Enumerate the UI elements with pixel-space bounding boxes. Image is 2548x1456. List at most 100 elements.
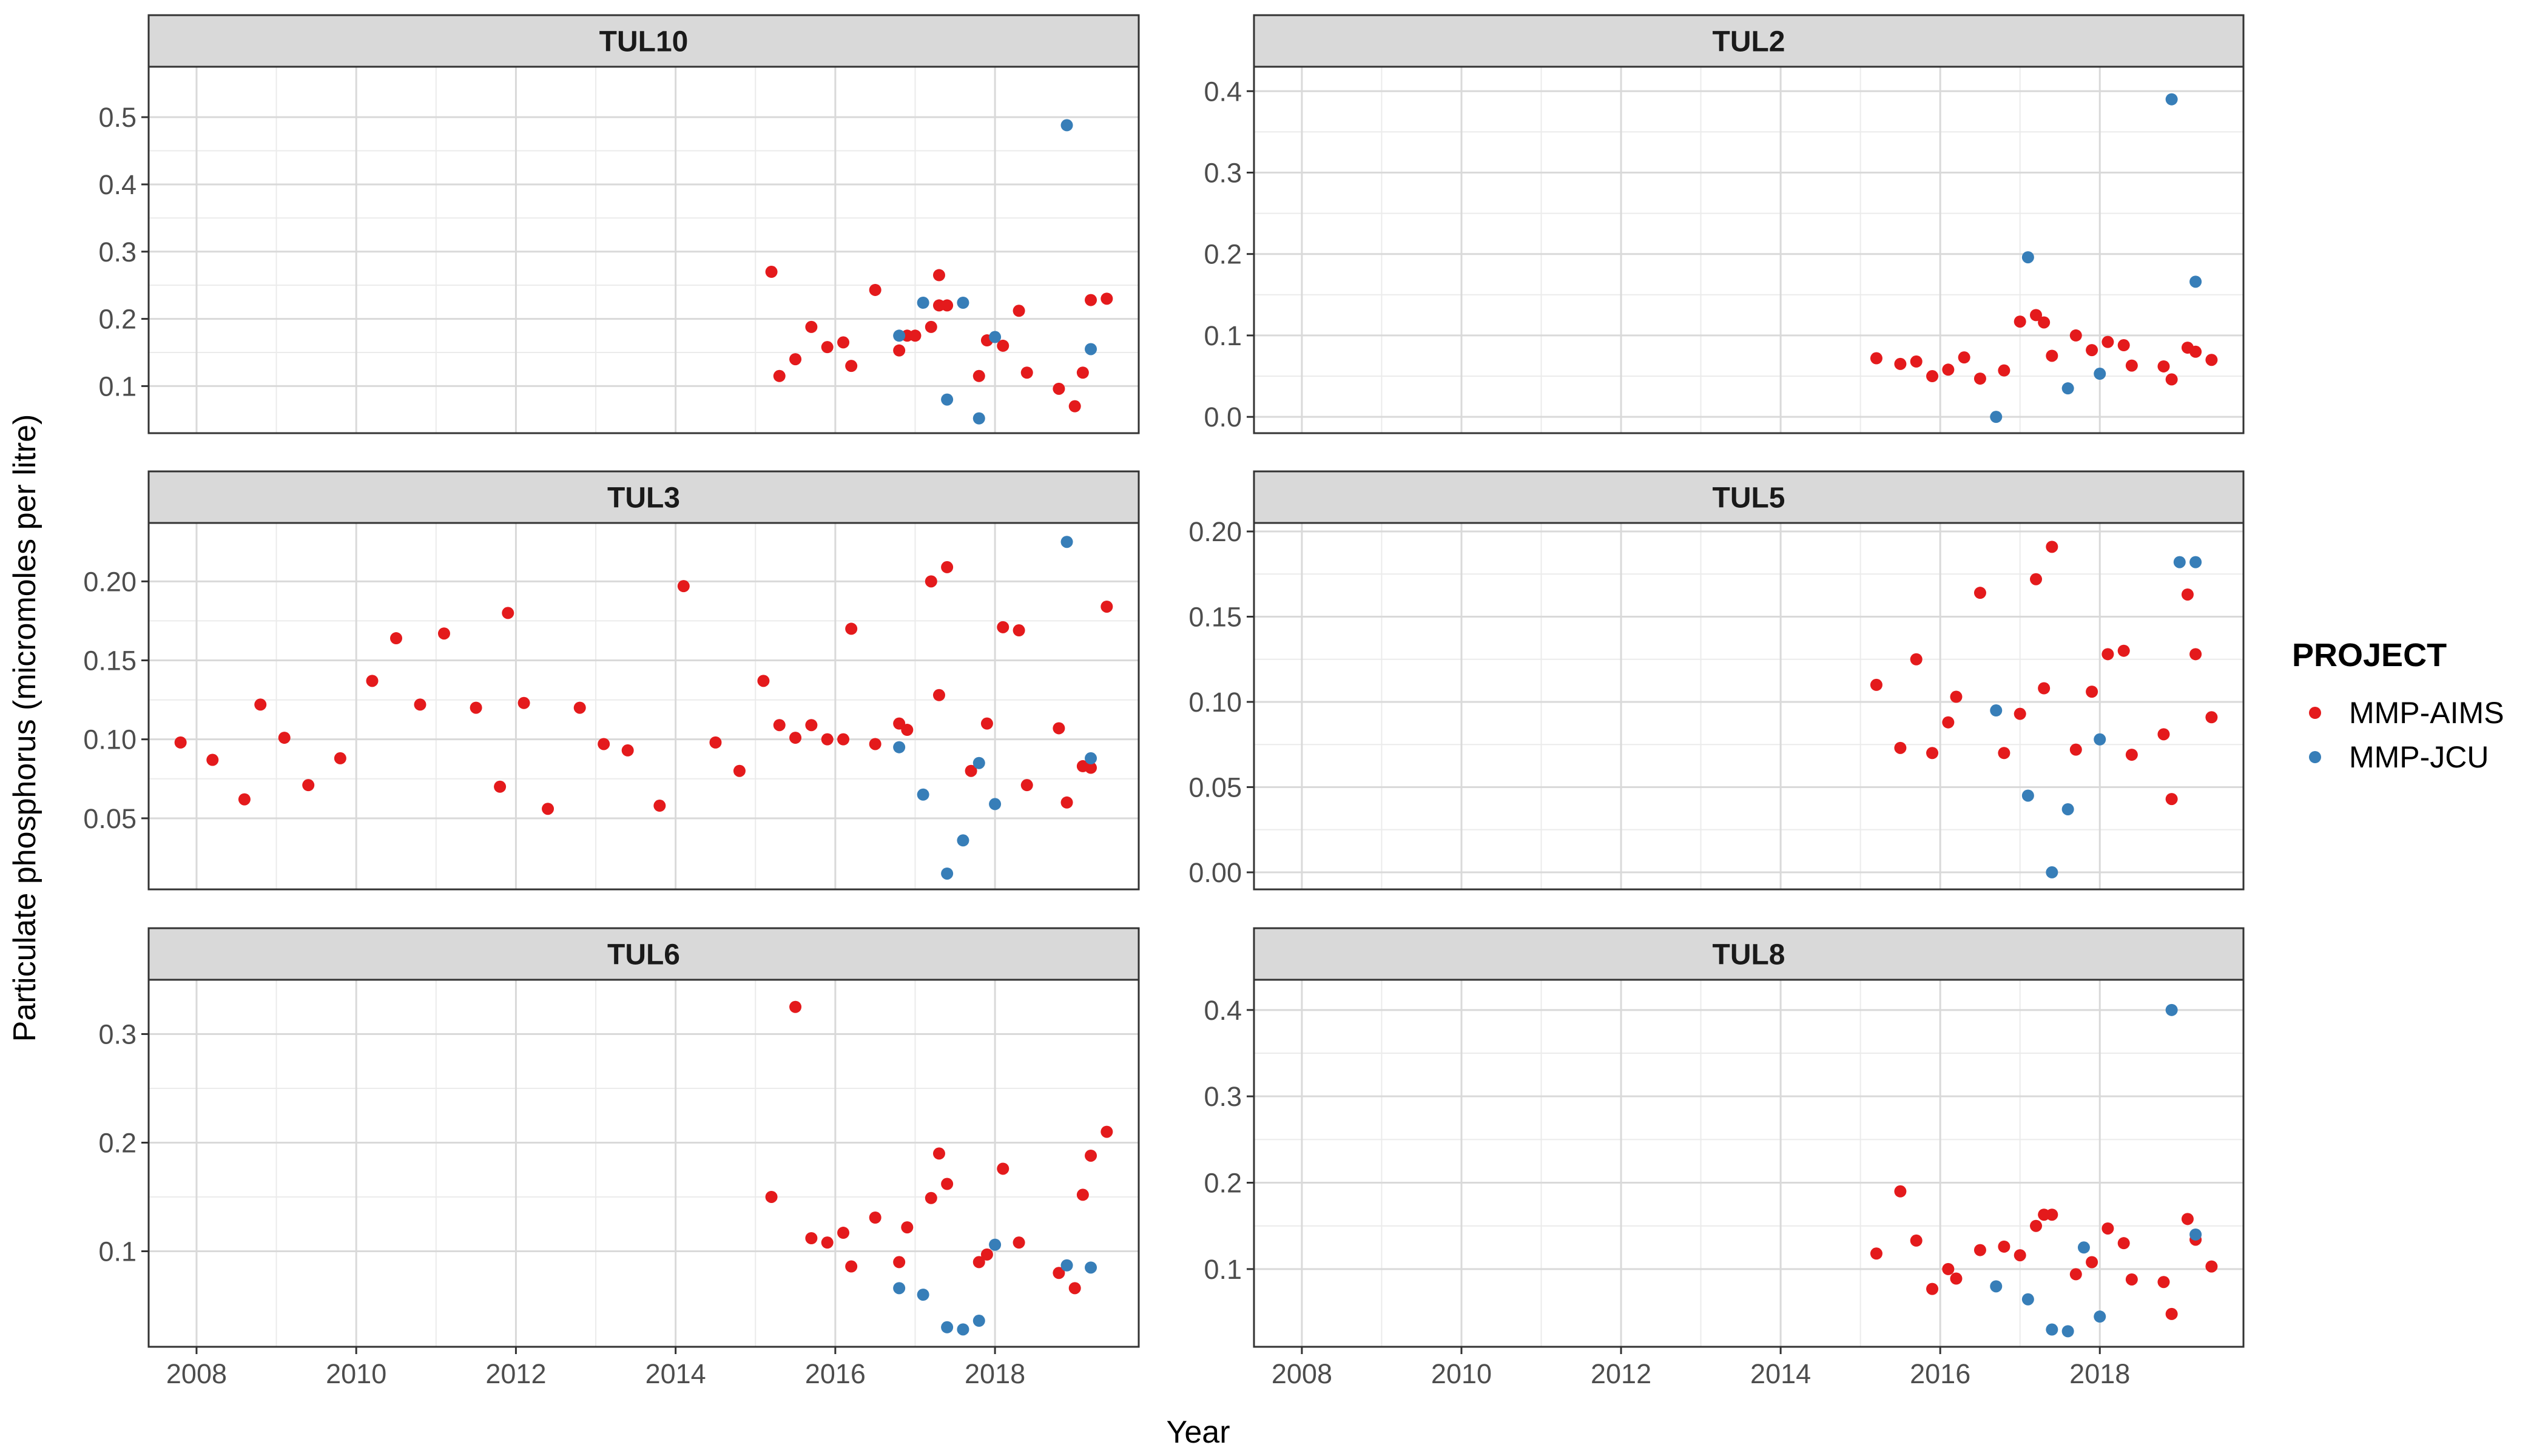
panel-tul5: TUL5 0.00 0.05 0.10 0.15 0.20 [1188, 470, 2245, 891]
legend: PROJECT MMP-AIMS MMP-JCU [2292, 637, 2504, 774]
y-tick-label: 0.05 [1188, 772, 1242, 803]
data-point-mmp-aims [932, 1147, 945, 1160]
data-point-mmp-aims [302, 779, 315, 792]
y-tick-label: 0.1 [98, 1236, 136, 1267]
data-point-mmp-aims [845, 1260, 858, 1273]
panel-border-tul8 [1253, 979, 2245, 1348]
data-point-mmp-aims [414, 698, 426, 711]
x-tick-label: 2012 [1591, 1358, 1651, 1389]
data-point-mmp-aims [909, 329, 922, 342]
facet-strip-tul3 [147, 470, 1140, 524]
data-point-mmp-aims [1100, 1125, 1113, 1138]
data-point-mmp-aims [1950, 1272, 1963, 1285]
data-point-mmp-jcu [1060, 536, 1073, 548]
data-point-mmp-jcu [941, 393, 954, 406]
y-tick-label: 0.0 [1204, 402, 1242, 433]
data-point-mmp-aims [980, 717, 993, 730]
data-point-mmp-aims [206, 753, 219, 766]
data-point-mmp-aims [1894, 357, 1907, 370]
y-tick-label: 0.05 [83, 803, 136, 834]
data-point-mmp-jcu [1085, 752, 1097, 764]
data-point-mmp-aims [837, 336, 850, 349]
data-point-mmp-jcu [2021, 1293, 2034, 1306]
data-point-mmp-aims [997, 339, 1009, 352]
data-point-mmp-jcu [1990, 704, 2003, 717]
data-point-mmp-aims [941, 1178, 954, 1190]
x-tick-label: 2016 [1910, 1358, 1970, 1389]
facet-strip-tul2 [1253, 14, 2245, 68]
data-point-mmp-aims [1013, 305, 1025, 317]
data-point-mmp-aims [1910, 1234, 1923, 1247]
data-point-mmp-aims [1870, 678, 1882, 691]
data-point-mmp-aims [1973, 372, 1986, 385]
data-point-mmp-aims [1894, 741, 1907, 754]
data-point-mmp-aims [2086, 686, 2098, 698]
data-point-mmp-jcu [2077, 1241, 2090, 1254]
data-point-mmp-aims [2205, 354, 2218, 366]
data-point-mmp-aims [980, 1248, 993, 1261]
data-point-mmp-aims [925, 320, 937, 333]
data-point-mmp-aims [2030, 309, 2043, 322]
data-point-mmp-aims [653, 800, 666, 812]
facet-title-tul2: TUL2 [1713, 26, 1785, 58]
data-point-mmp-aims [1100, 292, 1113, 305]
data-point-mmp-jcu [957, 1323, 969, 1336]
data-point-mmp-jcu [1060, 1259, 1073, 1272]
x-tick-label: 2008 [1272, 1358, 1332, 1389]
data-point-mmp-aims [2046, 541, 2058, 553]
data-point-mmp-jcu [941, 1321, 954, 1333]
data-point-mmp-jcu [1085, 1261, 1097, 1274]
data-point-mmp-aims [733, 764, 746, 777]
data-point-mmp-jcu [2189, 275, 2202, 288]
data-point-mmp-aims [789, 1000, 802, 1013]
data-point-mmp-aims [1085, 294, 1097, 306]
x-tick-label: 2010 [326, 1358, 386, 1389]
data-point-mmp-aims [437, 627, 450, 640]
y-axis-label: Particulate phosphorus (micromoles per l… [7, 414, 42, 1042]
facet-title-tul10: TUL10 [599, 26, 689, 58]
data-point-mmp-aims [1076, 366, 1089, 379]
data-point-mmp-aims [1910, 355, 1923, 368]
data-point-mmp-aims [517, 696, 530, 709]
data-point-mmp-jcu [957, 834, 969, 847]
data-point-mmp-aims [1926, 370, 1939, 383]
panel-border-tul10 [147, 66, 1140, 434]
data-point-mmp-aims [941, 299, 954, 312]
data-point-mmp-aims [2014, 315, 2026, 328]
data-point-mmp-aims [677, 580, 690, 593]
x-tick-label: 2018 [965, 1358, 1025, 1389]
y-tick-label: 0.2 [1204, 1168, 1242, 1199]
data-point-mmp-aims [1085, 761, 1097, 774]
series-tul5-mmp-aims [1870, 541, 2218, 806]
data-point-mmp-aims [2189, 648, 2202, 661]
data-point-mmp-aims [925, 1191, 937, 1204]
data-point-mmp-jcu [941, 867, 954, 880]
data-point-mmp-jcu [989, 798, 1002, 811]
series-tul10-mmp-aims [765, 266, 1113, 413]
data-point-mmp-aims [1068, 400, 1081, 413]
data-point-mmp-aims [965, 764, 977, 777]
data-point-mmp-jcu [917, 296, 929, 309]
data-point-mmp-aims [1942, 716, 1955, 729]
data-point-mmp-aims [805, 719, 818, 732]
data-point-mmp-jcu [1085, 343, 1097, 356]
data-point-mmp-aims [1053, 1267, 1065, 1279]
plot-area-tul2 [1254, 67, 2243, 433]
data-point-mmp-aims [542, 803, 554, 815]
data-point-mmp-aims [932, 269, 945, 281]
x-tick-label: 2014 [1750, 1358, 1811, 1389]
data-point-mmp-aims [2117, 1237, 2130, 1250]
data-point-mmp-aims [2189, 345, 2202, 358]
data-point-mmp-aims [2181, 1213, 2194, 1225]
data-point-mmp-jcu [917, 788, 929, 801]
data-point-mmp-aims [1053, 722, 1065, 735]
data-point-mmp-aims [893, 344, 906, 357]
panel-tul6: TUL6 0.1 0.2 0.3 2008 2010 2012 2014 2016 2018 [98, 927, 1140, 1389]
facet-strip-tul8 [1253, 927, 2245, 981]
y-tick-label: 0.1 [1204, 320, 1242, 351]
data-point-mmp-aims [1053, 382, 1065, 395]
facet-title-tul5: TUL5 [1713, 482, 1785, 514]
data-point-mmp-aims [2069, 743, 2082, 756]
data-point-mmp-aims [1085, 1149, 1097, 1162]
data-point-mmp-aims [278, 732, 291, 744]
